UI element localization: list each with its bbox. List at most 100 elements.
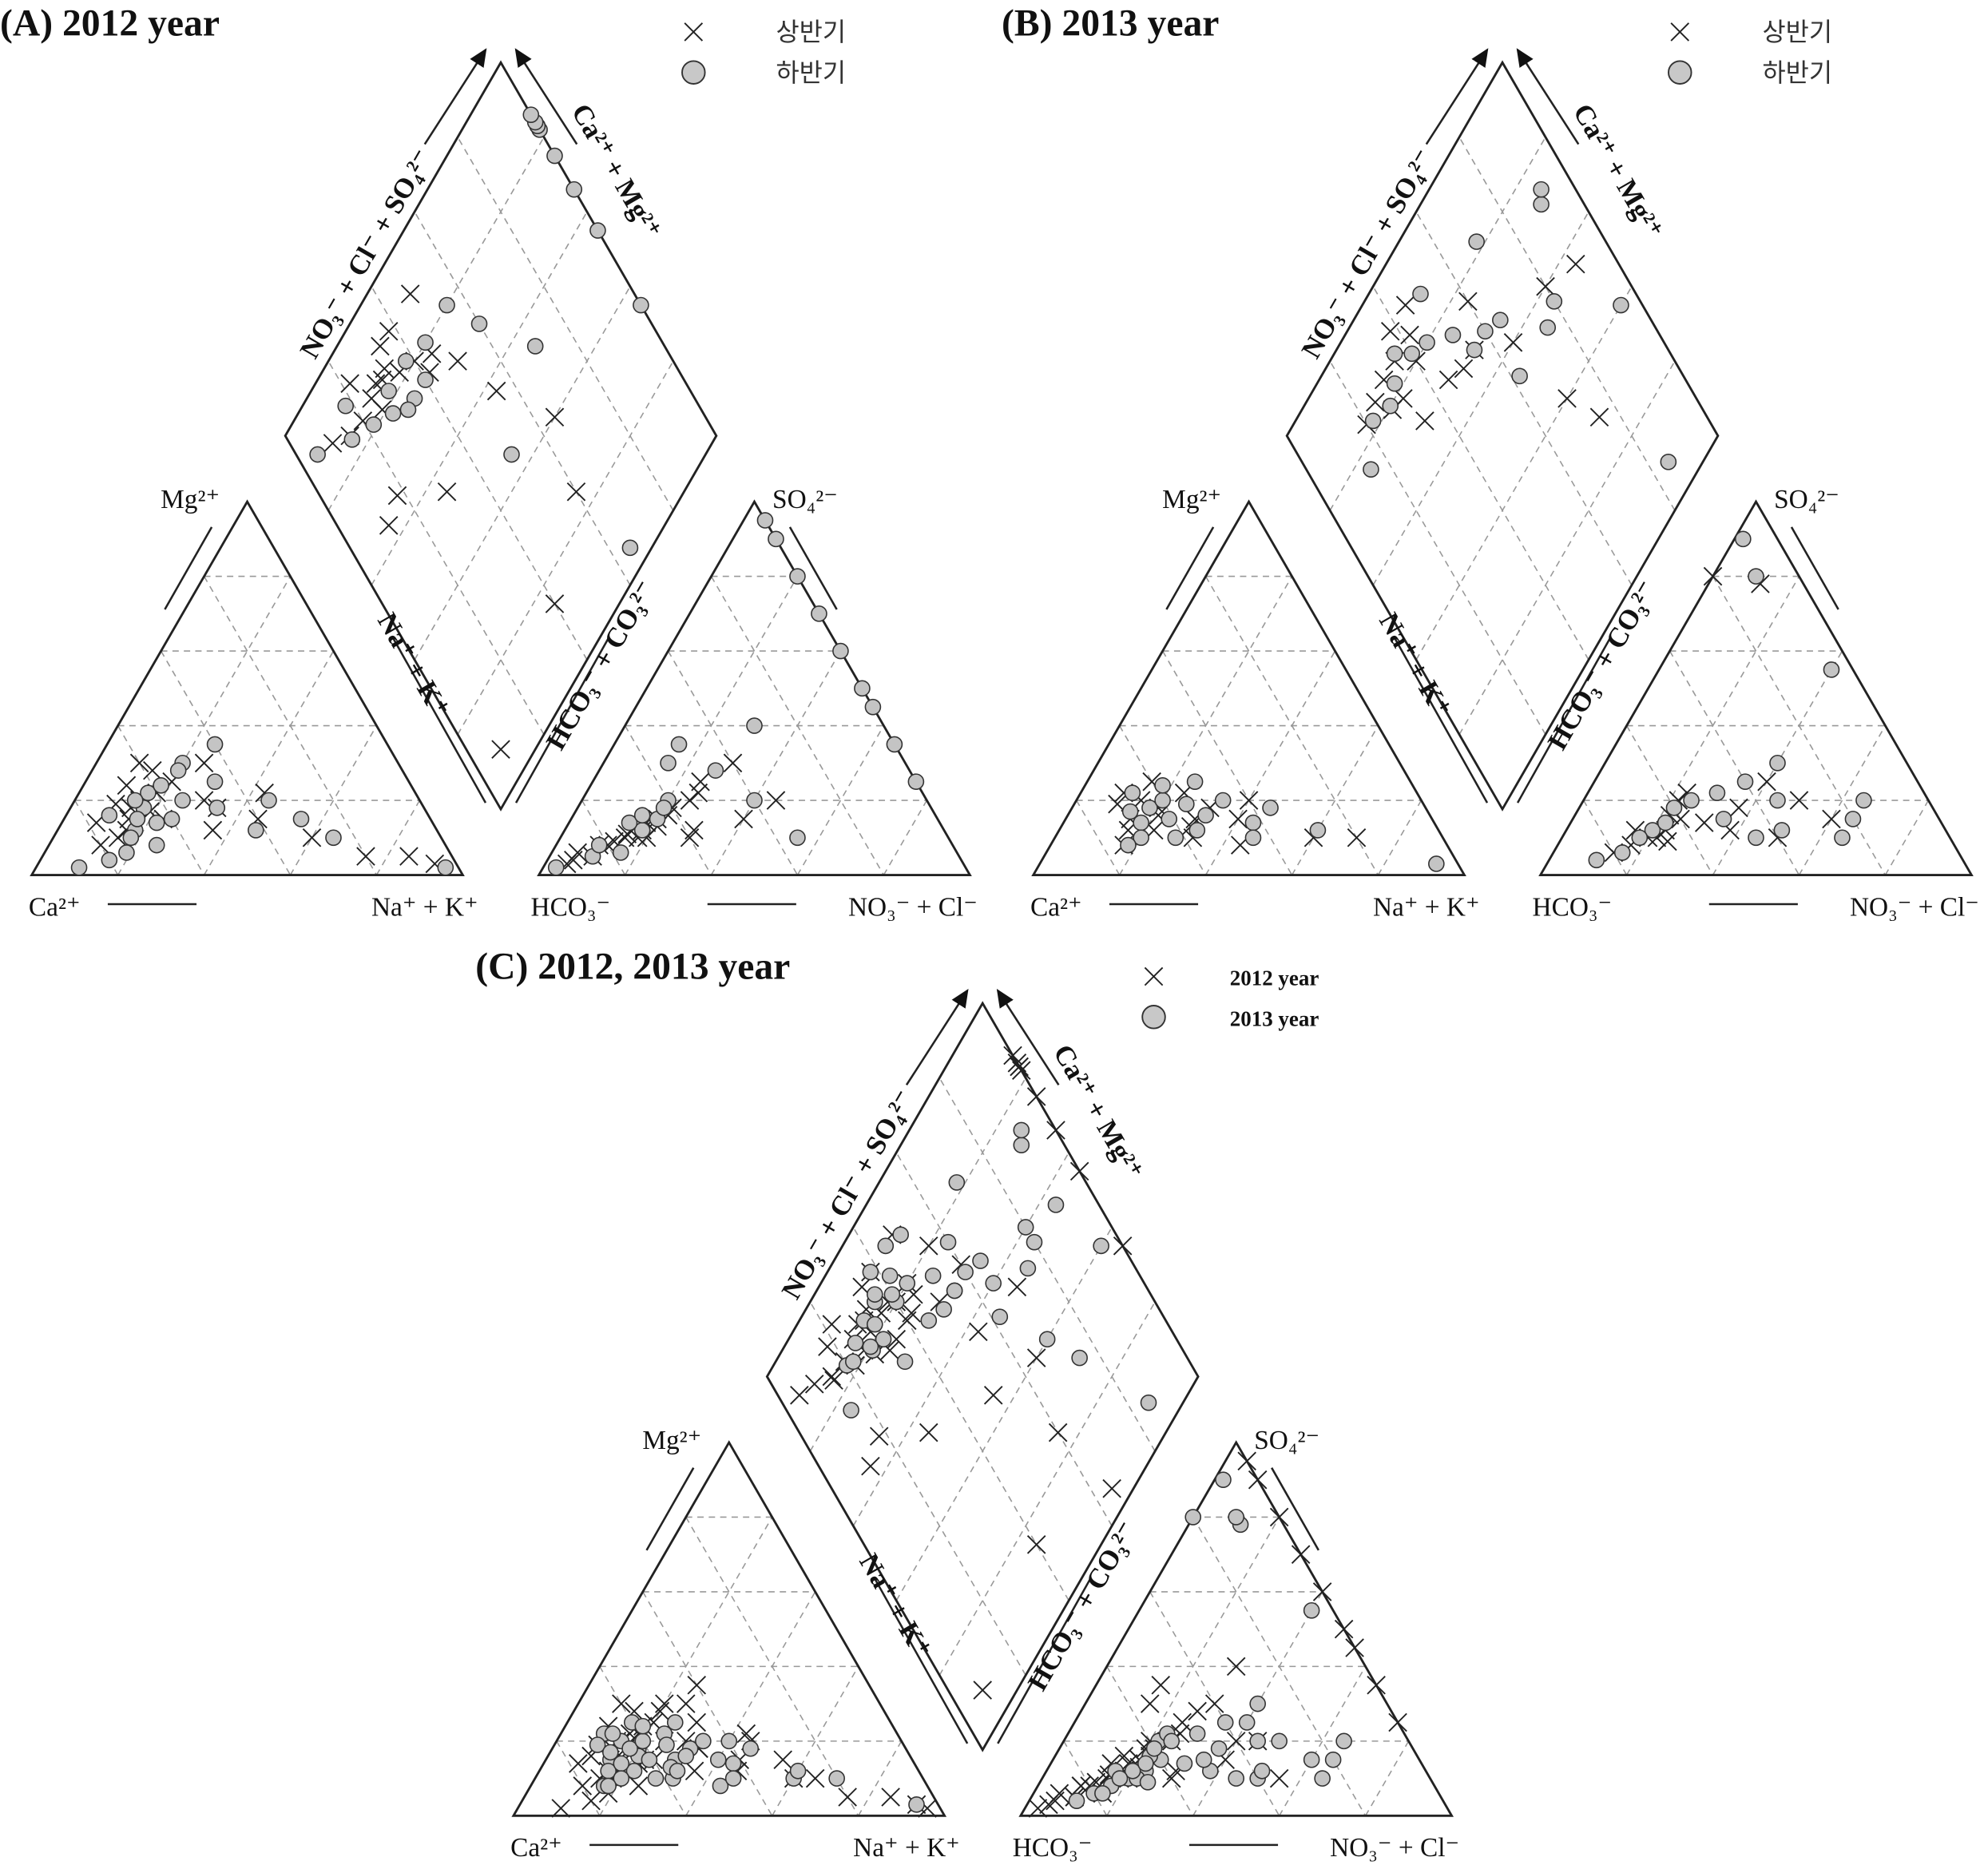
data-point-x — [1269, 1507, 1289, 1527]
data-point-x — [1239, 791, 1259, 810]
data-point-x — [1789, 791, 1809, 810]
grid-line — [1458, 360, 1676, 735]
data-point-circle — [789, 829, 806, 847]
grid-line — [457, 360, 674, 735]
data-point-x — [399, 847, 419, 866]
grid-line — [809, 1077, 1026, 1452]
grid-line — [1582, 800, 1628, 875]
label-na-k: Na⁺ + K⁺ — [853, 1833, 960, 1863]
data-point-circle — [1094, 1784, 1111, 1802]
data-point-x — [1694, 813, 1714, 832]
data-point-x — [379, 516, 399, 535]
data-point-x — [1388, 1712, 1407, 1732]
data-point-circle — [1253, 1762, 1271, 1780]
data-point-circle — [1238, 1714, 1256, 1731]
data-point-circle — [1121, 803, 1139, 820]
data-point-x — [1003, 1046, 1022, 1065]
data-point-circle — [1748, 568, 1764, 585]
data-point-circle — [1271, 1732, 1288, 1750]
label-no3-cl-so4: NO₃⁻ + Cl⁻ + SO₄²⁻ — [294, 144, 438, 363]
mg-axis-line — [1165, 526, 1215, 610]
data-point-x — [881, 1788, 900, 1807]
data-point-circle — [1324, 1751, 1342, 1768]
data-points — [70, 106, 925, 876]
data-point-circle — [832, 642, 849, 660]
data-point-circle — [1163, 1732, 1180, 1750]
grid-line — [857, 1740, 903, 1816]
data-point-circle — [625, 1762, 643, 1780]
data-point-circle — [1124, 1762, 1141, 1780]
data-point-x — [1367, 1675, 1386, 1695]
data-point-x — [919, 1236, 938, 1256]
data-point-circle — [1683, 792, 1700, 809]
data-point-circle — [828, 1770, 845, 1787]
data-point-x — [1536, 276, 1555, 296]
data-point-circle — [1364, 412, 1382, 430]
data-point-circle — [380, 383, 398, 399]
data-point-circle — [1823, 661, 1840, 678]
label-so4: SO₄²⁻ — [772, 485, 838, 514]
data-point-circle — [1145, 1740, 1163, 1757]
data-point-circle — [1184, 1509, 1202, 1526]
data-point-circle — [1139, 1773, 1157, 1791]
data-points — [1108, 181, 1872, 872]
data-point-x — [650, 1701, 670, 1721]
label-hco3: HCO₃⁻ — [531, 892, 611, 922]
label-ca: Ca²⁺ — [510, 1833, 562, 1863]
data-point-x — [108, 827, 128, 847]
data-point-circle — [1444, 327, 1462, 343]
data-point-circle — [589, 222, 606, 239]
legend: 2012 year 2013 year — [1141, 966, 1319, 1030]
data-point-x — [340, 374, 359, 393]
data-point-circle — [565, 181, 583, 198]
grid-line — [1278, 1665, 1367, 1816]
grid-line — [1063, 1740, 1108, 1816]
data-point-circle — [991, 1308, 1009, 1325]
data-point-x — [1703, 566, 1723, 586]
data-point-circle — [655, 800, 673, 816]
data-point-circle — [1216, 1714, 1234, 1731]
data-point-circle — [669, 1762, 686, 1780]
diamond-right-arrow — [996, 989, 1060, 1086]
data-point-x — [1151, 1675, 1171, 1695]
data-point-circle — [1154, 777, 1171, 794]
data-point-circle — [862, 1264, 879, 1280]
data-point-circle — [724, 1755, 742, 1772]
panel-title: (C) 2012, 2013 year — [475, 946, 790, 988]
grid-line — [1458, 137, 1676, 511]
data-points — [551, 1046, 1407, 1818]
data-point-x — [400, 284, 420, 304]
data-point-circle — [1071, 1349, 1088, 1367]
data-point-circle — [101, 851, 118, 869]
data-point-circle — [163, 811, 181, 827]
data-point-circle — [634, 1732, 652, 1750]
diamond — [284, 60, 718, 812]
label-hco3-co3: HCO₃⁻ + CO₃²⁻ — [1022, 1516, 1144, 1696]
so4-axis-line — [1790, 526, 1839, 610]
data-point-circle — [260, 792, 277, 809]
data-point-circle — [866, 1315, 883, 1333]
grid-line — [203, 576, 378, 875]
grid-line — [772, 1665, 859, 1816]
grid-line — [895, 1227, 1113, 1601]
data-point-x — [766, 791, 786, 810]
diamond-lower-right-line — [1516, 637, 1612, 804]
data-point-x — [1226, 1732, 1246, 1751]
legend-label: 2013 year — [1230, 1006, 1319, 1030]
data-point-circle — [712, 1777, 729, 1795]
legend-label: 하반기 — [1762, 59, 1832, 88]
grid-line — [1364, 1740, 1410, 1816]
data-point-x — [129, 753, 149, 773]
data-point-circle — [1215, 1471, 1232, 1489]
data-point-circle — [658, 1736, 675, 1753]
data-point-circle — [1382, 397, 1399, 415]
data-point-circle — [896, 1353, 914, 1371]
data-point-x — [117, 776, 137, 796]
data-point-x — [486, 381, 506, 401]
data-point-x — [1334, 1619, 1354, 1639]
data-point-x — [1395, 296, 1415, 315]
panel-1: Mg²⁺ Ca²⁺ Na⁺ + K⁺ HCO₃⁻ NO₃⁻ + Cl⁻ SO₄²⁻ NO₃⁻… — [1002, 3, 1979, 923]
label-na-k: Na⁺ + K⁺ — [371, 892, 478, 922]
data-point-circle — [621, 1740, 638, 1757]
data-point-circle — [1161, 811, 1178, 827]
